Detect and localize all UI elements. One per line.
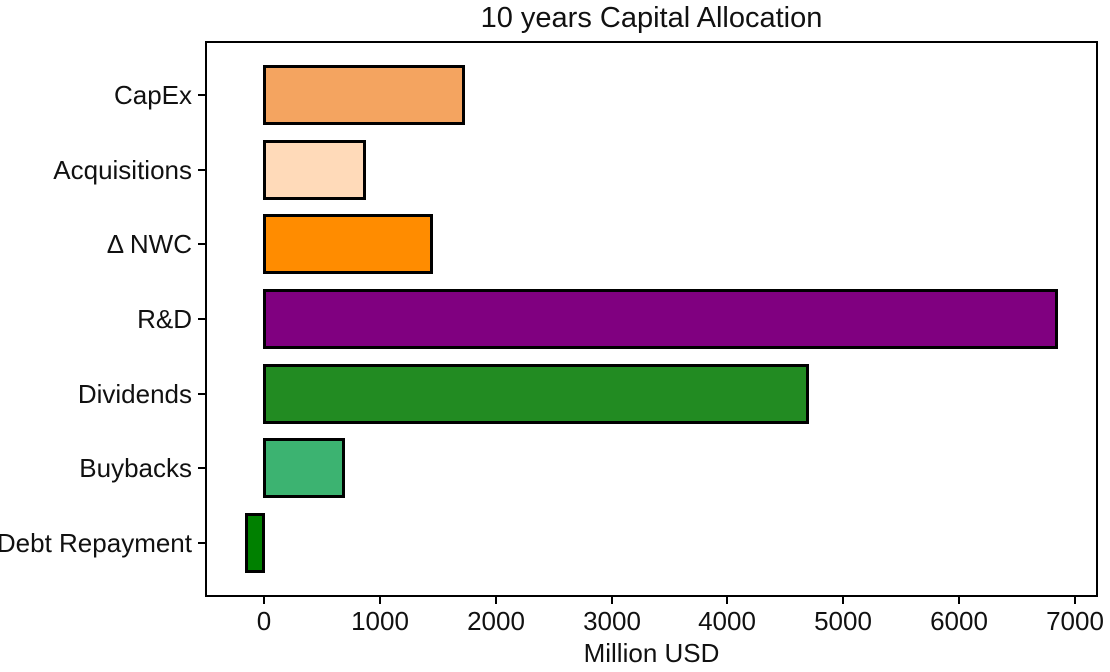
y-tick-mark — [198, 94, 205, 96]
x-tick-label: 6000 — [930, 606, 988, 636]
x-axis-title: Million USD — [583, 638, 720, 668]
x-tick-mark — [379, 597, 381, 604]
y-tick-mark — [198, 467, 205, 469]
y-tick-label: CapEx — [113, 80, 192, 110]
x-tick-label: 4000 — [698, 606, 756, 636]
y-tick-label: Δ NWC — [106, 229, 192, 259]
y-tick-mark — [198, 393, 205, 395]
x-tick-label: 0 — [256, 606, 272, 636]
y-tick-label: R&D — [137, 304, 192, 334]
x-tick-mark — [726, 597, 728, 604]
y-tick-label: Debt Repayment — [0, 528, 192, 558]
x-tick-mark — [263, 597, 265, 604]
y-tick-label: Buybacks — [79, 453, 192, 483]
y-tick-label: Acquisitions — [53, 155, 192, 185]
x-tick-label: 1000 — [351, 606, 409, 636]
chart-title: 10 years Capital Allocation — [480, 2, 823, 34]
y-tick-label: Dividends — [77, 379, 192, 409]
y-tick-mark — [198, 542, 205, 544]
y-tick-mark — [198, 318, 205, 320]
y-tick-mark — [198, 169, 205, 171]
x-tick-label: 3000 — [583, 606, 641, 636]
plot-area — [205, 41, 1098, 597]
x-tick-mark — [1074, 597, 1076, 604]
x-tick-mark — [842, 597, 844, 604]
x-tick-label: 5000 — [814, 606, 872, 636]
x-tick-label: 2000 — [467, 606, 525, 636]
x-tick-mark — [958, 597, 960, 604]
x-tick-mark — [611, 597, 613, 604]
y-tick-mark — [198, 243, 205, 245]
x-tick-label: 7000 — [1046, 606, 1104, 636]
x-tick-mark — [495, 597, 497, 604]
